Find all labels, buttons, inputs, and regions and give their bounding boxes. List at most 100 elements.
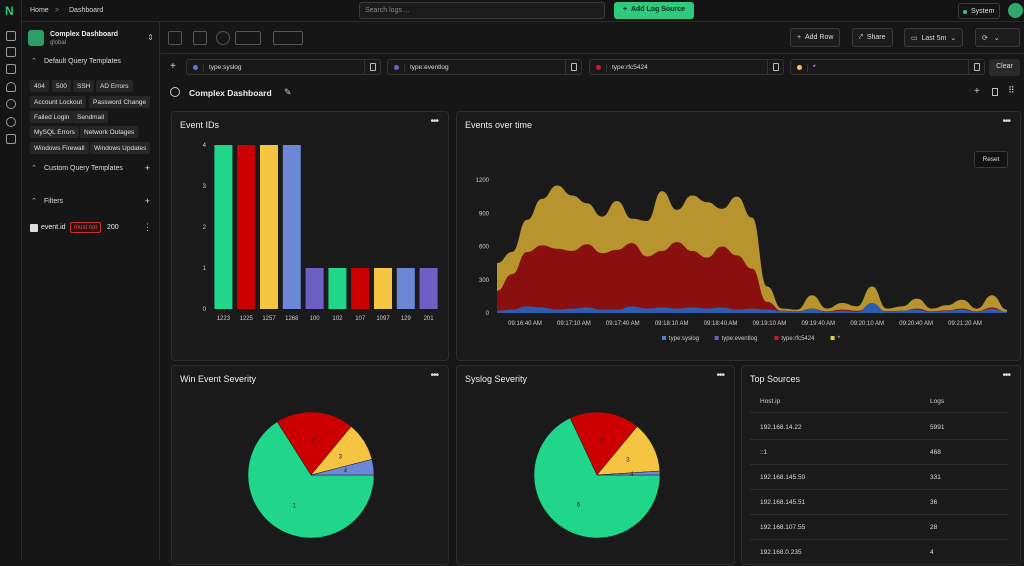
query-input[interactable]: * <box>790 59 985 75</box>
pie-slice-label: 3 <box>600 439 604 445</box>
system-status-button[interactable]: System <box>958 3 1000 19</box>
filter-operator-badge[interactable]: must not <box>70 222 102 233</box>
filter-row[interactable]: event.id must not 200 ⋮ <box>30 222 154 236</box>
template-chip[interactable]: 500 <box>52 80 71 92</box>
save-menu-icon[interactable] <box>235 31 261 45</box>
collapse-row-icon[interactable] <box>170 87 180 97</box>
breadcrumb-current: Dashboard <box>69 7 104 14</box>
filters-section[interactable]: ⌃ Filters + <box>22 195 160 209</box>
query-color-dot-icon[interactable] <box>193 65 198 70</box>
query-text[interactable]: type:syslog <box>209 64 242 71</box>
x-tick-label: 09:17:10 AM <box>557 321 591 327</box>
bar-201 <box>419 268 438 309</box>
add-template-icon[interactable]: + <box>144 163 150 173</box>
area-series-type:rfc5424 <box>497 242 1007 313</box>
template-chip[interactable]: 404 <box>30 80 49 92</box>
y-tick-label: 1 <box>203 266 207 272</box>
sidebar-toggle-icon[interactable] <box>168 31 182 45</box>
query-color-dot-icon[interactable] <box>394 65 399 70</box>
delete-query-button[interactable] <box>968 60 984 74</box>
more-vertical-icon[interactable]: ⋮ <box>143 222 152 232</box>
add-panel-icon[interactable]: + <box>974 86 980 97</box>
template-chip[interactable]: AD Errors <box>96 80 133 92</box>
query-input[interactable]: type:syslog <box>186 59 381 75</box>
legend-label: type:syslog <box>669 336 699 342</box>
add-filter-icon[interactable]: + <box>144 196 150 206</box>
search-input[interactable]: Search logs ... <box>359 2 605 19</box>
table-cell-host: 192.168.14.22 <box>760 424 802 431</box>
more-horizontal-icon[interactable]: ••• <box>716 370 724 381</box>
legend-swatch <box>714 336 719 340</box>
query-text[interactable]: type:rfc5424 <box>612 64 648 71</box>
add-row-button[interactable]: + Add Row <box>790 28 841 47</box>
refresh-layout-icon[interactable] <box>216 31 230 45</box>
bar-1268 <box>282 145 301 309</box>
query-color-dot-icon[interactable] <box>797 65 802 70</box>
template-chip[interactable]: Network Outages <box>80 126 139 138</box>
dashboard-selector[interactable]: Complex Dashboard global ⇕ <box>28 28 156 50</box>
app-logo[interactable]: N <box>5 4 14 18</box>
bar-102 <box>328 268 347 309</box>
share-button[interactable]: ⤤ Share <box>852 28 893 47</box>
custom-templates-section[interactable]: ⌃ Custom Query Templates + <box>22 162 160 176</box>
reset-zoom-button[interactable]: Reset <box>974 151 1008 168</box>
query-text[interactable]: type:eventlog <box>410 64 449 71</box>
x-tick-label: 1268 <box>285 316 299 322</box>
help-icon[interactable] <box>6 117 16 127</box>
template-chip[interactable]: Account Lockout <box>30 96 87 108</box>
system-label: System <box>971 8 995 15</box>
more-horizontal-icon[interactable]: ••• <box>430 370 438 381</box>
template-chip[interactable]: Sendmail <box>73 111 109 123</box>
template-chip[interactable]: Password Change <box>89 96 151 108</box>
template-chip[interactable]: Windows Firewall <box>30 142 89 154</box>
more-horizontal-icon[interactable]: ••• <box>1002 116 1010 127</box>
query-input[interactable]: type:rfc5424 <box>589 59 784 75</box>
avatar[interactable] <box>1008 3 1023 18</box>
filter-checkbox[interactable] <box>30 224 38 232</box>
template-chip[interactable]: MySQL Errors <box>30 126 79 138</box>
query-color-dot-icon[interactable] <box>596 65 601 70</box>
dashboards-icon[interactable] <box>6 47 16 57</box>
top-bar: Home > Dashboard Search logs ... + Add L… <box>22 0 1024 22</box>
panel-title: Event IDs <box>180 120 220 130</box>
comment-icon[interactable] <box>193 31 207 45</box>
delete-query-button[interactable] <box>767 60 783 74</box>
gear-icon[interactable] <box>6 99 16 109</box>
add-query-icon[interactable]: + <box>170 61 176 72</box>
x-tick-label: 09:21:20 AM <box>948 321 982 327</box>
query-input[interactable]: type:eventlog <box>387 59 582 75</box>
pie-slice <box>596 470 661 476</box>
delete-query-button[interactable] <box>565 60 581 74</box>
clear-button[interactable]: Clear <box>989 59 1020 76</box>
notes-menu-icon[interactable] <box>273 31 303 45</box>
time-range-button[interactable]: ▭ Last 5m ⌄ <box>904 28 964 47</box>
table-cell-host: 192.168.0.235 <box>760 549 802 556</box>
x-tick-label: 102 <box>332 316 343 322</box>
drag-handle-icon[interactable]: ⠿ <box>1008 85 1015 95</box>
logout-icon[interactable] <box>6 134 16 144</box>
more-horizontal-icon[interactable]: ••• <box>1002 370 1010 381</box>
more-horizontal-icon[interactable]: ••• <box>430 116 438 127</box>
trash-icon <box>370 63 376 71</box>
legend-label: type:eventlog <box>722 336 758 342</box>
bar-100 <box>305 268 324 309</box>
edit-icon[interactable]: ✎ <box>284 87 292 97</box>
filter-value: 200 <box>107 224 119 231</box>
legend-swatch <box>774 336 779 340</box>
delete-query-button[interactable] <box>364 60 380 74</box>
add-log-source-button[interactable]: + Add Log Source <box>614 2 694 19</box>
template-chip[interactable]: Windows Updates <box>90 142 151 154</box>
document-icon[interactable] <box>6 64 16 74</box>
template-chip[interactable]: SSH <box>73 80 95 92</box>
table-cell-host: 192.168.107.55 <box>760 524 806 531</box>
home-icon[interactable] <box>6 31 16 41</box>
default-templates-section[interactable]: ⌃ Default Query Templates <box>22 55 160 69</box>
bell-icon[interactable] <box>6 82 16 92</box>
template-chip[interactable]: Failed Login <box>30 111 74 123</box>
auto-refresh-button[interactable]: ⟳ ⌄ <box>975 28 1020 47</box>
separator <box>203 64 204 72</box>
query-text[interactable]: * <box>813 64 816 71</box>
panel-title: Syslog Severity <box>465 374 528 384</box>
delete-row-icon[interactable] <box>992 88 998 96</box>
breadcrumb-home[interactable]: Home <box>30 7 49 14</box>
